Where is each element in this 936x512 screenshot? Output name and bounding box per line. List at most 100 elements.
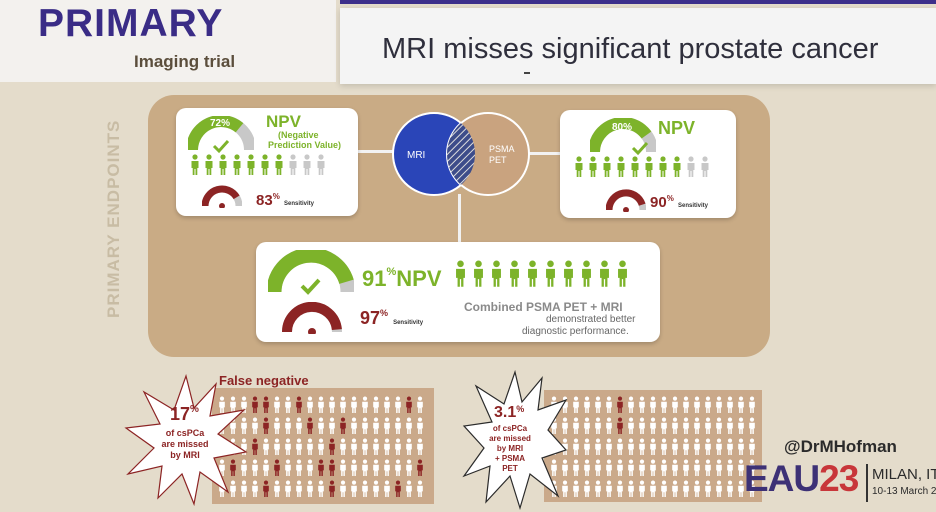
psma-npv-gauge-fill <box>590 118 652 153</box>
person-icon <box>274 459 280 476</box>
person-icon <box>546 260 555 287</box>
person-icon <box>661 396 667 413</box>
person-icon <box>595 480 601 497</box>
congress-city: MILAN, ITA <box>872 466 936 483</box>
person-icon <box>351 480 357 497</box>
person-icon <box>659 156 667 177</box>
person-icon <box>406 417 412 434</box>
combined-sensitivity-gauge <box>282 302 342 334</box>
person-icon <box>296 480 302 497</box>
mri-sensitivity-gauge-fill <box>202 185 240 207</box>
person-icon <box>617 480 623 497</box>
person-icon <box>694 438 700 455</box>
person-icon <box>528 260 537 287</box>
person-icon <box>307 438 313 455</box>
person-icon <box>727 396 733 413</box>
psma-sensitivity-gauge <box>606 189 646 212</box>
person-icon <box>639 417 645 434</box>
psma-card: 80% NPV 90% Sensitivity <box>560 110 736 218</box>
psma-gauge-value: 80% <box>612 122 633 133</box>
combined-miss-text: of csPCa are missed by MRI + PSMA PET <box>489 424 531 473</box>
psma-npv-label: NPV <box>658 118 696 138</box>
combined-miss-pct: 3.1% <box>494 404 525 421</box>
person-icon <box>417 438 423 455</box>
person-icon <box>705 459 711 476</box>
person-icon <box>639 459 645 476</box>
person-icon <box>318 459 324 476</box>
person-icon <box>738 459 744 476</box>
person-icon <box>406 459 412 476</box>
venn-mri-label: MRI <box>407 150 425 161</box>
eau-logo: EAU23 <box>744 458 859 499</box>
person-icon <box>749 480 755 497</box>
person-icon <box>373 438 379 455</box>
person-icon <box>618 260 627 287</box>
mri-miss-text: of csPCa are missed by MRI <box>161 428 209 460</box>
person-icon <box>639 396 645 413</box>
person-icon <box>672 459 678 476</box>
person-icon <box>683 459 689 476</box>
person-icon <box>307 459 313 476</box>
mri-miss-starburst <box>124 374 248 506</box>
person-icon <box>705 480 711 497</box>
person-icon <box>395 417 401 434</box>
person-icon <box>573 459 579 476</box>
psma-sensitivity-gauge-fill <box>606 189 646 211</box>
person-icon <box>727 438 733 455</box>
person-icon <box>562 417 568 434</box>
person-icon <box>595 459 601 476</box>
person-icon <box>241 459 247 476</box>
person-icon <box>573 438 579 455</box>
person-icon <box>573 417 579 434</box>
person-icon <box>562 459 568 476</box>
person-icon <box>650 438 656 455</box>
person-icon <box>628 417 634 434</box>
person-icon <box>373 417 379 434</box>
person-icon <box>673 156 681 177</box>
psma-npv-gauge <box>590 118 656 156</box>
person-icon <box>694 459 700 476</box>
mri-miss-grid <box>218 396 427 501</box>
person-icon <box>417 480 423 497</box>
person-icon <box>650 396 656 413</box>
mri-npv-desc-1: (Negative <box>278 130 319 140</box>
person-icon <box>584 396 590 413</box>
person-icon <box>296 459 302 476</box>
person-icon <box>263 459 269 476</box>
person-icon <box>362 438 368 455</box>
person-icon <box>263 417 269 434</box>
person-icon <box>631 156 639 177</box>
person-icon <box>639 438 645 455</box>
person-icon <box>263 438 269 455</box>
person-icon <box>701 156 709 177</box>
person-icon <box>606 438 612 455</box>
person-icon <box>510 260 519 287</box>
top-accent-bar <box>340 0 936 4</box>
person-icon <box>749 459 755 476</box>
person-icon <box>285 417 291 434</box>
combined-people-row <box>454 260 634 288</box>
person-icon <box>417 417 423 434</box>
person-icon <box>573 396 579 413</box>
person-icon <box>307 480 313 497</box>
side-label: PRIMARY ENDPOINTS <box>104 119 123 318</box>
person-icon <box>289 154 297 175</box>
person-icon <box>683 438 689 455</box>
combined-npv-gauge-fill <box>268 250 354 293</box>
person-icon <box>384 417 390 434</box>
person-icon <box>395 480 401 497</box>
person-icon <box>727 480 733 497</box>
person-icon <box>285 438 291 455</box>
person-icon <box>749 438 755 455</box>
person-icon <box>285 396 291 413</box>
person-icon <box>738 396 744 413</box>
person-icon <box>628 438 634 455</box>
person-icon <box>584 459 590 476</box>
person-icon <box>639 480 645 497</box>
person-icon <box>351 459 357 476</box>
trial-name: PRIMARY <box>38 2 224 45</box>
person-icon <box>340 417 346 434</box>
person-icon <box>230 396 236 413</box>
person-icon <box>617 459 623 476</box>
person-icon <box>275 154 283 175</box>
